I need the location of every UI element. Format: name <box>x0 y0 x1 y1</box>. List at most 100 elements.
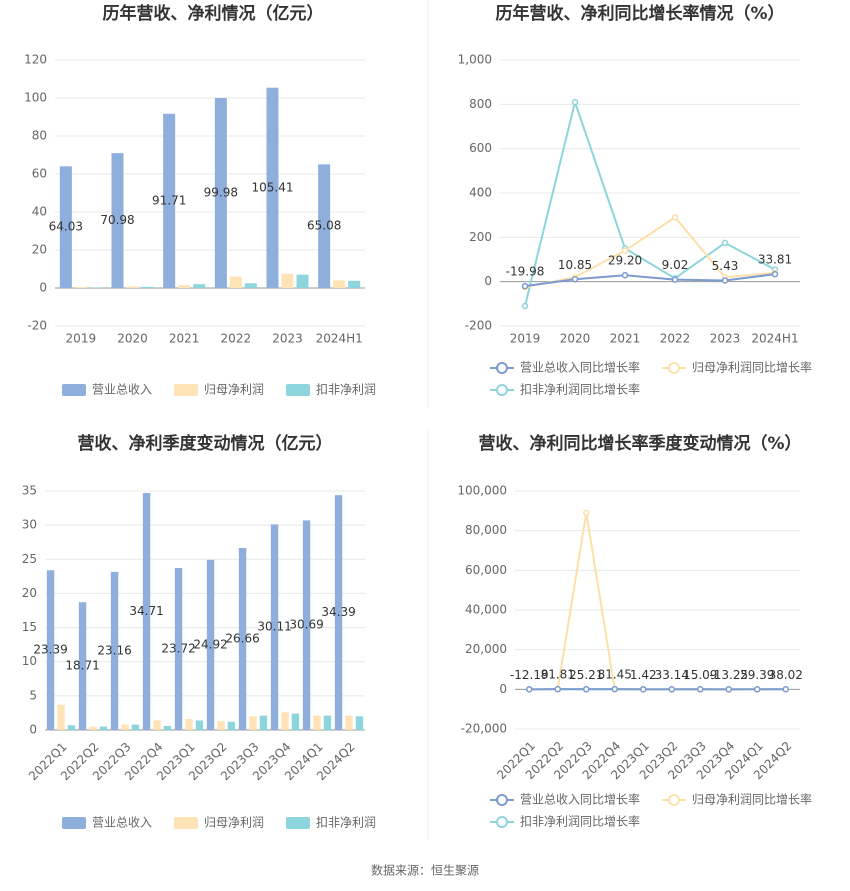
bar <box>46 570 55 730</box>
y-tick-label: 80,000 <box>465 523 507 537</box>
y-tick-label: 5 <box>29 688 37 702</box>
y-tick-label: 20 <box>32 243 47 257</box>
bar <box>281 712 289 730</box>
bar <box>259 715 268 730</box>
point <box>782 686 789 693</box>
point <box>526 686 533 693</box>
bar <box>345 715 353 730</box>
x-tick-label: 2023 <box>272 332 303 346</box>
value-label: 81.45 <box>598 668 632 682</box>
y-tick-label: 0 <box>484 274 492 288</box>
value-label: 91.71 <box>152 193 186 207</box>
y-tick-label: 25 <box>22 552 37 566</box>
bar <box>163 725 172 730</box>
value-label: 23.16 <box>97 643 131 657</box>
y-tick-label: 120 <box>24 53 47 67</box>
x-tick-label: 2023 <box>710 332 741 346</box>
bar <box>78 602 87 730</box>
x-tick-label: 2019 <box>510 332 541 346</box>
point <box>571 276 579 283</box>
legend-swatch <box>174 817 198 829</box>
bar <box>57 704 65 730</box>
value-label: 30.11 <box>257 620 291 634</box>
legend-swatch <box>496 362 508 374</box>
point <box>668 686 675 693</box>
point <box>621 247 629 254</box>
point <box>671 276 679 283</box>
value-label: -19.98 <box>506 265 545 279</box>
footer: 数据来源：恒生聚源 <box>371 863 479 878</box>
bar <box>238 547 247 730</box>
y-tick-label: 60 <box>32 167 47 181</box>
bar <box>296 274 309 288</box>
x-tick-label: 2020 <box>117 332 148 346</box>
y-tick-label: 80 <box>32 129 47 143</box>
bar <box>281 273 294 288</box>
point <box>697 686 704 693</box>
bar <box>110 571 119 730</box>
x-tick-label: 2019 <box>66 332 97 346</box>
legend-swatch <box>286 384 310 396</box>
value-label: 23.39 <box>33 643 67 657</box>
y-tick-label: 600 <box>469 141 492 155</box>
legend-swatch <box>62 384 86 396</box>
y-tick-label: 1,000 <box>458 53 492 67</box>
point <box>725 686 732 693</box>
value-label: 15.09 <box>683 668 717 682</box>
point <box>521 282 529 290</box>
value-label: 81.81 <box>541 668 575 682</box>
legend-swatch <box>174 384 198 396</box>
bar <box>67 725 76 730</box>
value-label: 9.02 <box>662 258 689 272</box>
chart-title: 历年营收、净利同比增长率情况（%） <box>495 3 784 24</box>
value-label: 70.98 <box>100 213 134 227</box>
bar <box>266 87 279 288</box>
value-label: -12.19 <box>510 668 549 682</box>
y-tick-label: 15 <box>22 620 37 634</box>
y-tick-label: 0 <box>39 281 47 295</box>
bar <box>348 280 361 288</box>
bar <box>214 98 227 289</box>
chart-title: 营收、净利季度变动情况（亿元） <box>78 433 333 454</box>
legend-label: 营业总收入 <box>92 383 152 397</box>
bar <box>206 559 215 730</box>
value-label: 34.71 <box>129 604 163 618</box>
y-tick-label: 400 <box>469 186 492 200</box>
bar <box>89 726 97 730</box>
value-label: 24.92 <box>193 637 227 651</box>
bar <box>195 720 204 730</box>
point <box>754 686 761 693</box>
line <box>524 98 776 307</box>
point <box>671 214 679 221</box>
y-tick-label: -200 <box>465 319 492 333</box>
point <box>721 277 729 284</box>
x-tick-label: 2024H1 <box>751 332 798 346</box>
bar <box>174 568 183 730</box>
bar <box>323 715 332 730</box>
value-label: 26.66 <box>225 631 259 645</box>
value-label: 18.71 <box>65 659 99 673</box>
legend-swatch <box>286 817 310 829</box>
legend-label: 归母净利润 <box>204 816 264 830</box>
bar <box>334 495 343 730</box>
x-tick-label: 2024H1 <box>316 332 363 346</box>
value-label: 29.20 <box>608 254 642 268</box>
legend-swatch <box>496 794 508 806</box>
x-tick-label: 2022 <box>221 332 252 346</box>
value-label: 33.81 <box>758 253 792 267</box>
bar <box>142 492 151 730</box>
y-tick-label: 0 <box>499 682 507 696</box>
y-tick-label: 100,000 <box>457 484 507 498</box>
legend-label: 归母净利润同比增长率 <box>692 360 812 375</box>
point <box>621 271 629 279</box>
y-tick-label: 40,000 <box>465 603 507 617</box>
value-label: -13.25 <box>709 668 748 682</box>
bar <box>318 164 331 288</box>
value-label: 5.43 <box>712 259 739 273</box>
point <box>521 302 529 310</box>
x-tick-label: 2020 <box>560 332 591 346</box>
point <box>571 98 579 106</box>
bar <box>193 284 206 288</box>
y-tick-label: 20 <box>22 586 37 600</box>
bar <box>121 724 129 730</box>
